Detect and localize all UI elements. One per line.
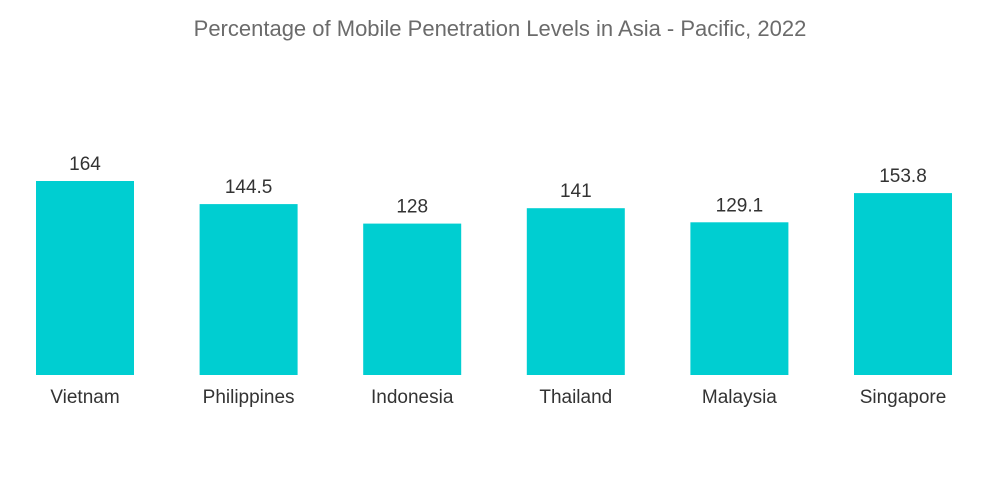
tick-label-vietnam: Vietnam: [50, 387, 119, 408]
value-labels-layer: 164 144.5 128 141 129.1 153.8: [69, 154, 927, 218]
chart-title: Percentage of Mobile Penetration Levels …: [193, 16, 807, 41]
tick-label-singapore: Singapore: [860, 387, 947, 408]
value-label-indonesia: 128: [396, 197, 428, 218]
value-label-malaysia: 129.1: [716, 195, 764, 216]
bar-philippines: [199, 204, 298, 375]
bar-indonesia: [363, 223, 462, 375]
bar-thailand: [526, 208, 625, 375]
value-label-thailand: 141: [560, 181, 592, 202]
tick-label-malaysia: Malaysia: [702, 387, 777, 408]
tick-label-indonesia: Indonesia: [371, 387, 454, 408]
value-label-philippines: 144.5: [225, 177, 273, 198]
bar-malaysia: [690, 222, 789, 375]
x-axis-tick-labels: Vietnam Philippines Indonesia Thailand Malay…: [50, 387, 946, 408]
bar-singapore: [854, 193, 952, 375]
tick-label-thailand: Thailand: [539, 387, 612, 408]
value-label-singapore: 153.8: [879, 166, 927, 187]
bars-layer: [36, 181, 952, 375]
tick-label-philippines: Philippines: [203, 387, 295, 408]
value-label-vietnam: 164: [69, 154, 101, 175]
bar-vietnam: [36, 181, 134, 375]
